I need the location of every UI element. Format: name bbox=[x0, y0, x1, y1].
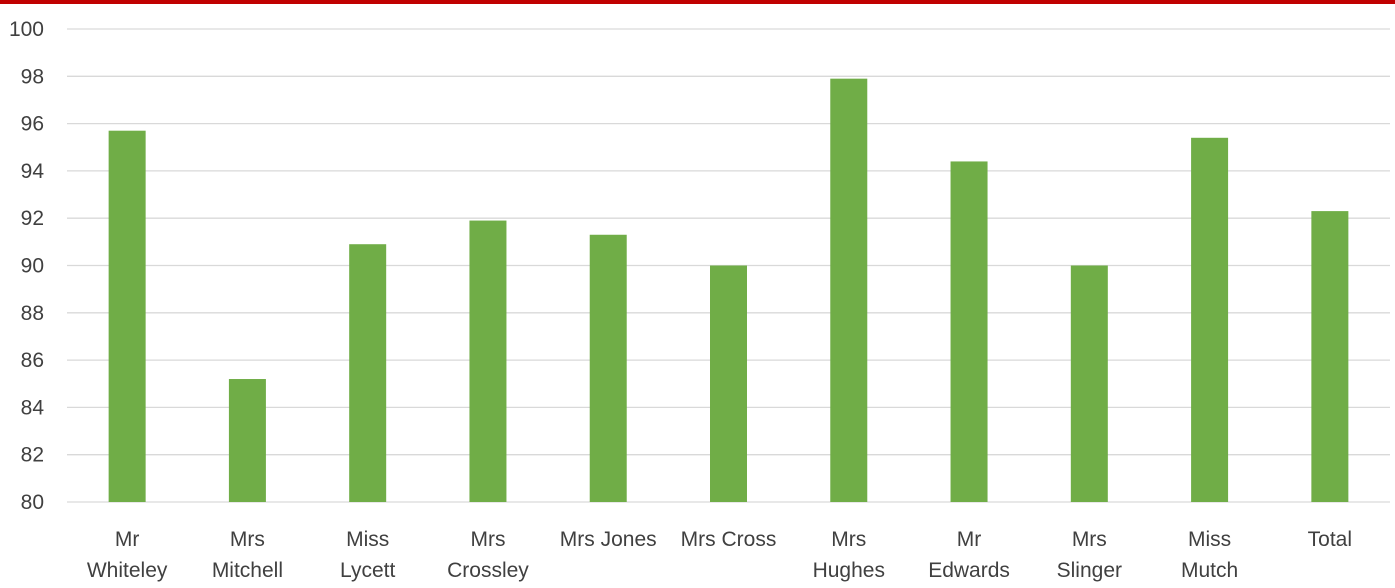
bar bbox=[1311, 211, 1349, 503]
x-category-label-line: Mitchell bbox=[212, 559, 283, 582]
y-axis-tick-labels: 80 82 84 86 88 90 92 94 96 98 100 bbox=[9, 18, 44, 514]
x-category-label: Mr Edwards bbox=[928, 528, 1010, 582]
x-category-label-line: Mr bbox=[115, 528, 140, 551]
gridlines bbox=[67, 28, 1390, 503]
x-category-label-line: Mrs bbox=[1072, 528, 1107, 551]
x-category-label-line: Hughes bbox=[813, 559, 885, 582]
bar bbox=[349, 244, 387, 502]
x-category-label: Mrs Mitchell bbox=[212, 528, 283, 582]
x-category-label-line: Mrs bbox=[230, 528, 265, 551]
x-category-label-line: Miss bbox=[1188, 528, 1231, 551]
x-category-label-line: Lycett bbox=[340, 559, 395, 582]
x-category-label-line: Miss bbox=[346, 528, 389, 551]
y-tick-label: 88 bbox=[21, 302, 44, 325]
x-category-label-line: Mrs Cross bbox=[681, 528, 777, 551]
x-category-label-line: Mr bbox=[957, 528, 982, 551]
bar bbox=[469, 220, 507, 502]
bar bbox=[1070, 265, 1108, 502]
x-category-label: Mrs Jones bbox=[560, 528, 657, 551]
x-category-label-line: Whiteley bbox=[87, 559, 168, 582]
y-tick-label: 82 bbox=[21, 444, 44, 467]
y-tick-label: 80 bbox=[21, 491, 44, 514]
y-tick-label: 86 bbox=[21, 349, 44, 372]
y-tick-label: 84 bbox=[21, 396, 45, 419]
x-axis-category-labels: Mr Whiteley Mrs Mitchell Miss Lycett Mrs Crossl… bbox=[87, 528, 1352, 582]
bar bbox=[589, 234, 627, 502]
bar bbox=[830, 78, 868, 502]
x-category-label: Miss Mutch bbox=[1181, 528, 1238, 582]
y-tick-label: 96 bbox=[21, 113, 44, 136]
x-category-label-line: Edwards bbox=[928, 559, 1010, 582]
x-category-label: Mr Whiteley bbox=[87, 528, 168, 582]
x-category-label: Mrs Hughes bbox=[813, 528, 885, 582]
x-category-label-line: Crossley bbox=[447, 559, 529, 582]
bars bbox=[108, 78, 1349, 503]
y-tick-label: 98 bbox=[21, 65, 44, 88]
x-category-label-line: Mrs bbox=[470, 528, 505, 551]
x-category-label: Miss Lycett bbox=[340, 528, 395, 582]
bar bbox=[950, 161, 988, 502]
x-category-label-line: Slinger bbox=[1057, 559, 1122, 582]
x-category-label: Mrs Slinger bbox=[1057, 528, 1122, 582]
y-tick-label: 92 bbox=[21, 207, 44, 230]
x-category-label-line: Mutch bbox=[1181, 559, 1238, 582]
y-tick-label: 100 bbox=[9, 18, 44, 41]
y-tick-label: 94 bbox=[21, 160, 45, 183]
bar bbox=[710, 265, 747, 502]
bar bbox=[108, 130, 146, 502]
y-tick-label: 90 bbox=[21, 255, 44, 278]
bar bbox=[228, 379, 266, 502]
x-category-label: Total bbox=[1308, 528, 1352, 551]
x-category-label: Mrs Cross bbox=[681, 528, 777, 551]
x-category-label: Mrs Crossley bbox=[447, 528, 529, 582]
x-category-label-line: Total bbox=[1308, 528, 1352, 551]
bar bbox=[1191, 137, 1229, 503]
x-category-label-line: Mrs bbox=[831, 528, 866, 551]
top-accent-bar bbox=[0, 0, 1395, 4]
x-category-label-line: Mrs Jones bbox=[560, 528, 657, 551]
